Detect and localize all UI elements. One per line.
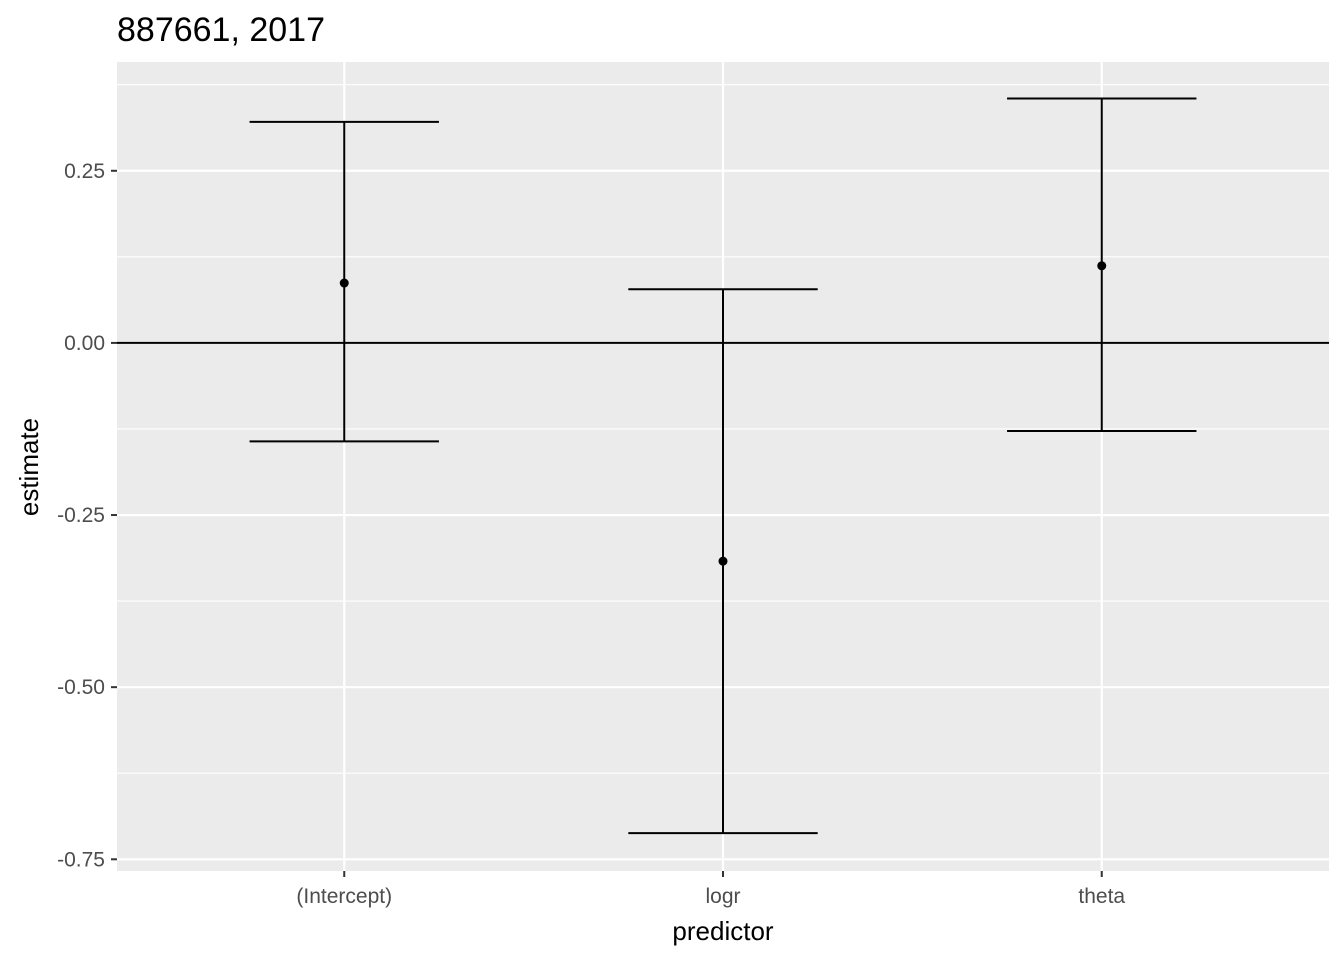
x-tick-label: logr bbox=[705, 885, 740, 908]
chart-title: 887661, 2017 bbox=[117, 11, 325, 49]
estimate-point bbox=[339, 278, 349, 288]
error-bar-marks bbox=[249, 97, 1197, 835]
x-axis-title: predictor bbox=[672, 916, 773, 946]
x-tick-label: theta bbox=[1078, 885, 1125, 908]
y-tick-label: -0.50 bbox=[57, 676, 105, 699]
y-axis-title: estimate bbox=[14, 418, 44, 516]
y-tick-label: 0.00 bbox=[64, 332, 105, 355]
y-tick-label: -0.75 bbox=[57, 848, 105, 871]
y-axis-ticks: 0.25 0.00 -0.25 -0.50 -0.75 bbox=[57, 160, 117, 871]
y-tick-label: -0.25 bbox=[57, 504, 105, 527]
estimate-point bbox=[1097, 261, 1107, 271]
x-axis-ticks: (Intercept) logr theta bbox=[296, 871, 1125, 908]
y-tick-label: 0.25 bbox=[64, 160, 105, 183]
estimate-point bbox=[718, 556, 728, 566]
x-tick-label: (Intercept) bbox=[296, 885, 392, 908]
